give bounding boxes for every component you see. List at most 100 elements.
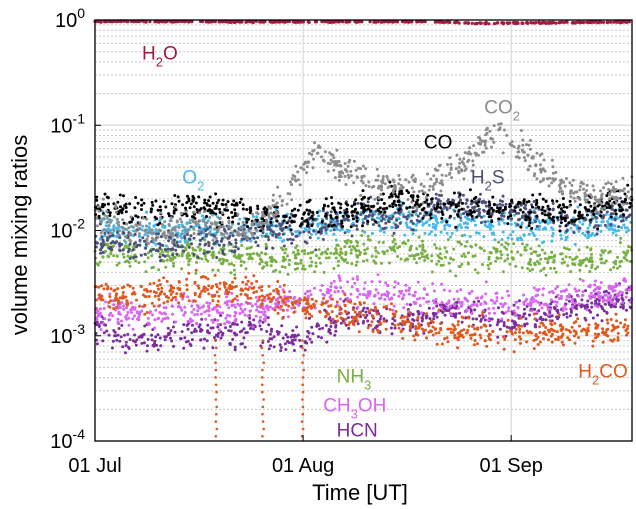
data-point	[627, 288, 631, 292]
data-point	[397, 217, 401, 221]
data-point	[343, 245, 347, 249]
data-point	[436, 210, 440, 214]
data-point	[200, 257, 204, 261]
data-point	[582, 304, 586, 308]
data-point	[287, 263, 291, 266]
data-point	[97, 325, 101, 328]
data-point	[112, 228, 115, 232]
data-point	[239, 292, 243, 296]
data-point	[121, 345, 125, 349]
data-point	[571, 258, 574, 262]
data-point	[519, 225, 523, 229]
data-point	[360, 197, 364, 201]
data-point	[239, 264, 243, 267]
data-point	[415, 247, 419, 251]
data-point	[473, 268, 477, 272]
data-point	[600, 220, 604, 224]
data-point	[411, 210, 415, 214]
data-point	[296, 262, 300, 266]
data-point	[575, 304, 579, 307]
data-point	[263, 310, 267, 314]
data-point	[532, 174, 536, 178]
data-point	[425, 336, 429, 340]
data-point	[128, 338, 132, 341]
data-point	[160, 286, 164, 290]
data-point	[409, 324, 413, 328]
data-point	[146, 234, 150, 238]
data-point	[577, 289, 581, 292]
data-point	[166, 250, 170, 254]
data-point	[166, 326, 170, 330]
data-point	[358, 253, 361, 257]
data-point	[273, 308, 277, 312]
data-point	[497, 217, 501, 221]
data-point	[557, 313, 561, 317]
data-point	[460, 242, 463, 246]
data-point	[135, 310, 139, 314]
data-point	[213, 293, 217, 297]
data-point	[544, 318, 548, 322]
data-point	[211, 346, 215, 350]
data-point	[99, 248, 103, 252]
data-point	[125, 303, 129, 307]
data-point	[191, 246, 195, 250]
data-point	[460, 333, 464, 337]
data-point	[217, 328, 221, 332]
data-point	[504, 241, 508, 245]
data-point	[611, 227, 615, 231]
data-point	[501, 200, 504, 203]
data-point	[628, 205, 632, 209]
data-point	[95, 195, 99, 199]
data-point	[434, 219, 438, 223]
data-point	[246, 279, 250, 283]
data-point	[165, 258, 169, 262]
data-point	[124, 210, 128, 214]
data-point	[329, 220, 333, 224]
data-point	[475, 304, 479, 308]
data-point	[98, 222, 102, 226]
data-point	[446, 198, 450, 202]
data-point	[403, 233, 407, 237]
data-point	[127, 247, 131, 251]
data-point	[469, 308, 473, 312]
data-point	[355, 219, 359, 223]
data-point	[586, 230, 590, 234]
data-point	[581, 258, 585, 262]
data-point	[270, 327, 273, 331]
data-point	[139, 253, 143, 257]
data-point	[416, 333, 420, 337]
data-point	[203, 201, 207, 205]
data-point	[440, 210, 444, 214]
data-point	[554, 337, 558, 341]
data-point	[183, 231, 187, 235]
data-point	[451, 198, 455, 202]
data-point	[249, 239, 253, 243]
data-point	[559, 221, 563, 225]
data-point	[173, 330, 177, 334]
data-point	[334, 250, 338, 254]
data-point	[366, 200, 370, 204]
data-point	[589, 248, 593, 252]
data-point	[233, 214, 237, 218]
data-point	[555, 304, 559, 308]
data-point	[128, 264, 132, 268]
data-point	[295, 325, 299, 329]
data-point	[616, 299, 620, 303]
data-point	[147, 251, 150, 255]
data-point	[187, 197, 191, 201]
data-point	[112, 224, 116, 228]
data-point	[601, 307, 605, 311]
data-point	[513, 221, 517, 225]
data-point	[593, 203, 597, 207]
data-point	[464, 331, 468, 335]
data-point	[420, 208, 424, 212]
data-point	[407, 288, 411, 292]
data-point	[597, 211, 601, 215]
data-point	[366, 204, 370, 208]
data-point	[547, 313, 551, 317]
data-point	[185, 288, 189, 292]
data-point	[348, 321, 352, 324]
data-point	[573, 287, 577, 291]
data-point	[564, 216, 568, 220]
data-point	[561, 217, 565, 220]
